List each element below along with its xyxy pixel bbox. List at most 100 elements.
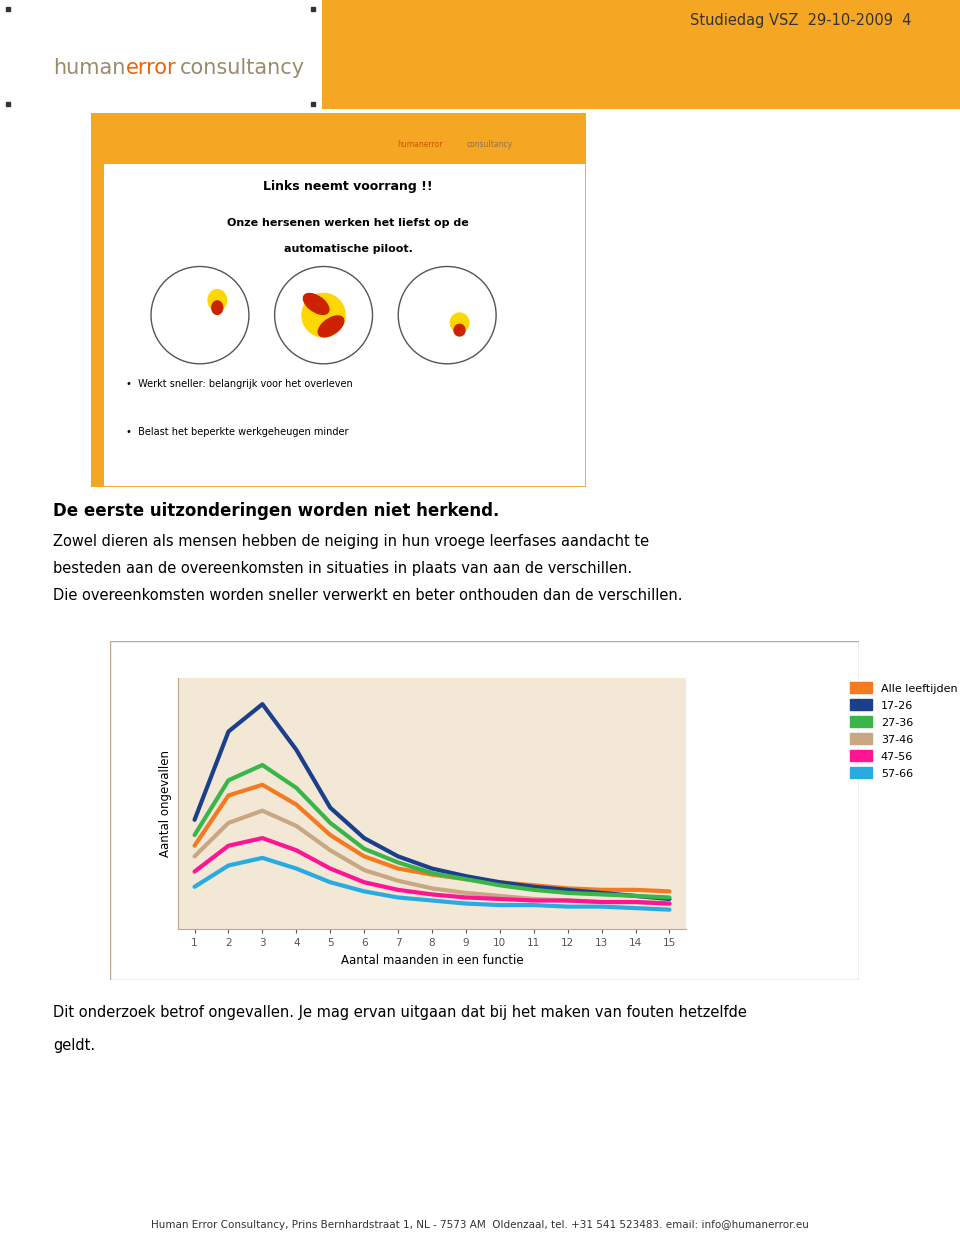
27-36 [494,878,506,893]
57-66 [460,896,471,911]
57-66 [358,884,370,899]
Line: Alle leeftijden: Alle leeftijden [195,785,669,892]
Ellipse shape [449,313,469,333]
X-axis label: Aantal maanden in een functie: Aantal maanden in een functie [341,955,523,967]
17-26 [324,800,336,815]
47-56 [324,862,336,877]
Alle leeftijden [256,777,268,793]
37-46 [494,888,506,903]
27-36 [256,757,268,772]
57-66 [494,898,506,913]
47-56 [663,896,675,911]
Text: De eerste uitzonderingen worden niet herkend.: De eerste uitzonderingen worden niet her… [53,502,499,520]
47-56 [189,864,201,879]
Text: automatische piloot.: automatische piloot. [284,244,413,254]
Text: Onze hersenen werken het liefst op de: Onze hersenen werken het liefst op de [228,217,469,227]
57-66 [324,874,336,889]
Text: consultancy: consultancy [467,141,513,149]
Text: Zowel dieren als mensen hebben de neiging in hun vroege leerfases aandacht te: Zowel dieren als mensen hebben de neigin… [53,534,649,549]
17-26 [528,879,540,894]
27-36 [663,891,675,906]
Alle leeftijden [324,828,336,843]
27-36 [291,780,302,795]
Text: geldt.: geldt. [53,1037,95,1053]
17-26 [663,892,675,907]
47-56 [223,838,234,853]
27-36 [324,815,336,830]
37-46 [596,894,608,909]
Alle leeftijden [358,849,370,864]
17-26 [562,882,573,897]
Alle leeftijden [528,878,540,893]
Ellipse shape [275,266,372,364]
57-66 [596,899,608,914]
Ellipse shape [207,289,228,311]
57-66 [663,902,675,917]
Alle leeftijden [630,882,641,897]
57-66 [528,898,540,913]
37-46 [358,863,370,878]
27-36 [223,772,234,788]
57-66 [189,879,201,894]
Line: 47-56: 47-56 [195,838,669,903]
17-26 [494,874,506,889]
47-56 [256,830,268,845]
Ellipse shape [302,293,329,315]
Line: 27-36: 27-36 [195,765,669,898]
47-56 [393,882,404,897]
37-46 [223,815,234,830]
27-36 [358,842,370,857]
57-66 [291,862,302,877]
57-66 [630,901,641,916]
17-26 [426,862,438,877]
Text: human: human [53,58,125,78]
Ellipse shape [301,293,346,338]
17-26 [393,849,404,864]
37-46 [426,880,438,896]
Legend: Alle leeftijden, 17-26, 27-36, 37-46, 47-56, 57-66: Alle leeftijden, 17-26, 27-36, 37-46, 47… [847,678,960,782]
27-36 [562,885,573,901]
27-36 [189,828,201,843]
Text: Dit onderzoek betrof ongevallen. Je mag ervan uitgaan dat bij het maken van fout: Dit onderzoek betrof ongevallen. Je mag … [53,1005,747,1020]
37-46 [291,819,302,834]
47-56 [562,893,573,908]
Text: consultancy: consultancy [180,58,304,78]
Bar [91,113,586,163]
Alle leeftijden [426,867,438,882]
37-46 [393,873,404,888]
27-36 [596,887,608,902]
37-46 [528,892,540,907]
Alle leeftijden [189,838,201,853]
Alle leeftijden [562,880,573,896]
Line: 37-46: 37-46 [195,810,669,903]
Text: •  Werkt sneller: belangrijk voor het overleven: • Werkt sneller: belangrijk voor het ove… [126,379,352,389]
Y-axis label: Aantal ongevallen: Aantal ongevallen [159,750,172,858]
Line: 57-66: 57-66 [195,858,669,909]
Bar [91,163,104,487]
Text: error: error [126,58,177,78]
37-46 [562,893,573,908]
17-26 [460,869,471,884]
27-36 [426,865,438,880]
17-26 [189,813,201,828]
Text: •  Belast het beperkte werkgeheugen minder: • Belast het beperkte werkgeheugen minde… [126,427,348,437]
Text: Links neemt voorrang !!: Links neemt voorrang !! [263,181,433,193]
Alle leeftijden [494,874,506,889]
Line: 17-26: 17-26 [195,705,669,899]
47-56 [630,894,641,909]
37-46 [324,843,336,858]
37-46 [189,849,201,864]
Alle leeftijden [460,872,471,887]
Text: Die overeenkomsten worden sneller verwerkt en beter onthouden dan de verschillen: Die overeenkomsten worden sneller verwer… [53,588,683,603]
Bar [322,0,960,109]
27-36 [393,855,404,870]
37-46 [663,896,675,911]
Alle leeftijden [596,882,608,897]
57-66 [393,891,404,906]
17-26 [358,830,370,845]
27-36 [460,872,471,887]
Ellipse shape [211,300,224,315]
Alle leeftijden [663,884,675,899]
17-26 [596,885,608,901]
Text: Human Error Consultancy, Prins Bernhardstraat 1, NL - 7573 AM  Oldenzaal, tel. +: Human Error Consultancy, Prins Bernhards… [151,1221,809,1230]
